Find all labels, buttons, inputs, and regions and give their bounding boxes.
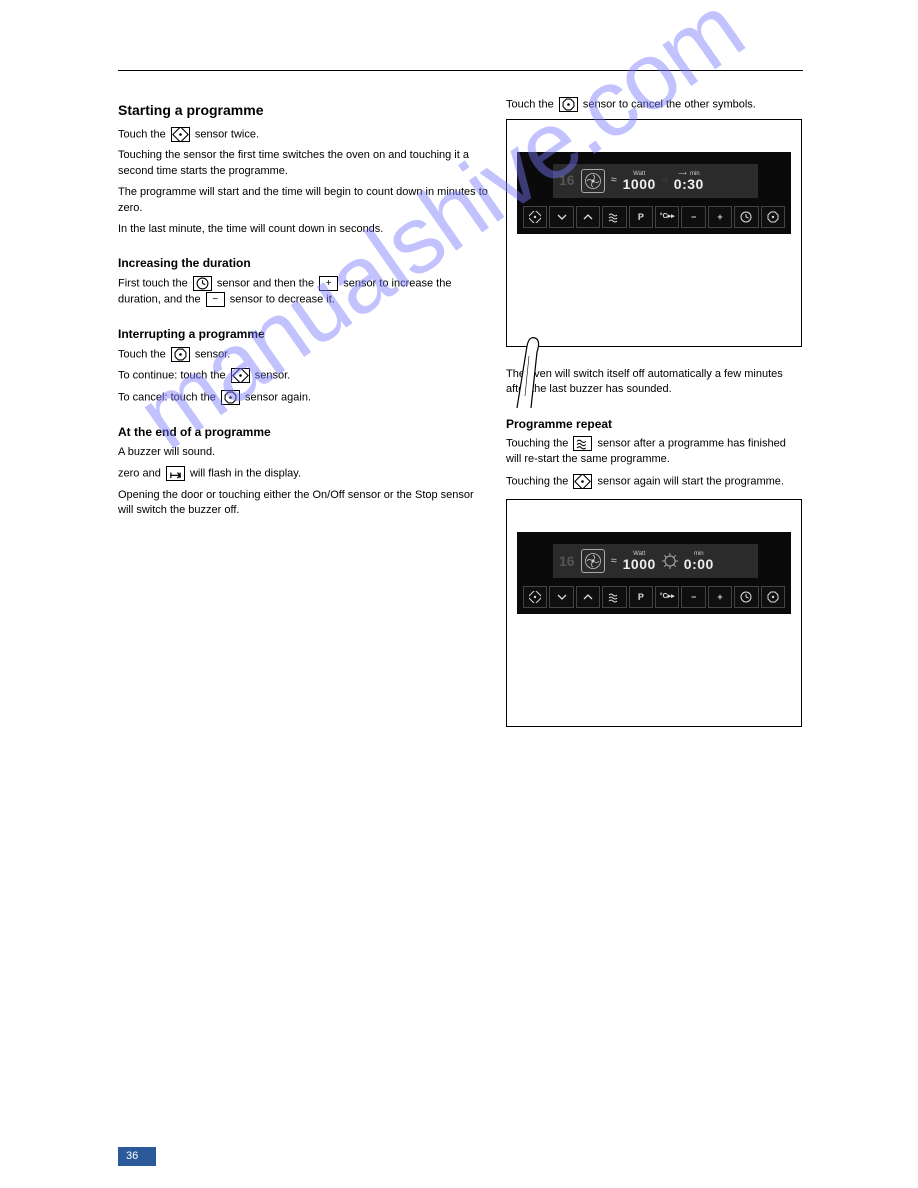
panel-plus-button[interactable]: + [708,586,732,608]
para: Touch the sensor to cancel the other sym… [506,97,804,113]
page-number: 36 [118,1147,156,1166]
panel-temp-button[interactable]: °C▸▸ [655,586,679,608]
para: Touch the sensor. [118,347,488,363]
plus-icon: + [319,276,338,291]
waves-icon [573,436,592,451]
lcd-faint: 16 [559,171,575,191]
duration-icon [166,466,185,481]
control-panel: 16 ≈ Watt 1000 HI ⟶ min 0:30 [517,152,791,234]
waves-icon: ≈ [611,173,617,188]
start-icon [231,368,250,383]
lcd-display: 16 ≈ Watt 1000 min 0:00 [553,544,758,578]
panel-temp-button[interactable]: °C▸▸ [655,206,679,228]
panel-clock-button[interactable] [734,206,758,228]
para: Touching the sensor again will start the… [506,474,804,490]
panel-stop-button[interactable] [761,586,785,608]
lcd-display: 16 ≈ Watt 1000 HI ⟶ min 0:30 [553,164,758,198]
panel-down-button[interactable] [549,206,573,228]
heading-end: At the end of a programme [118,424,488,441]
clock-icon [193,276,212,291]
button-row: P °C▸▸ − + [523,206,785,228]
panel-up-button[interactable] [576,206,600,228]
heading-increase-duration: Increasing the duration [118,255,488,272]
panel-plus-button[interactable]: + [708,206,732,228]
page-content: Starting a programme Touch the sensor tw… [118,70,803,71]
para: In the last minute, the time will count … [118,222,488,237]
stop-icon [559,97,578,112]
panel-clock-button[interactable] [734,586,758,608]
stop-icon [221,390,240,405]
control-panel: 16 ≈ Watt 1000 min 0:00 [517,532,791,614]
para: A buzzer will sound. [118,445,488,460]
panel-stop-button[interactable] [761,206,785,228]
gear-icon [662,553,678,569]
minus-icon: − [206,292,225,307]
figure-panel-2: 16 ≈ Watt 1000 min 0:00 [506,499,802,727]
para: Touching the sensor the first time switc… [118,148,488,179]
fan-icon [581,169,605,193]
lcd-faint: 16 [559,552,575,572]
lcd-mid: HI [662,177,668,185]
lcd-watt: Watt 1000 [623,551,656,571]
panel-start-button[interactable] [523,586,547,608]
para: To cancel: touch the sensor again. [118,390,488,406]
para: Opening the door or touching either the … [118,488,488,519]
finger-pointer-icon [509,326,559,408]
start-icon [171,127,190,142]
panel-waves-button[interactable] [602,206,626,228]
panel-p-button[interactable]: P [629,586,653,608]
lcd-min: ⟶ min 0:30 [674,171,704,191]
lcd-watt: Watt 1000 [623,171,656,191]
figure-panel-1: 16 ≈ Watt 1000 HI ⟶ min 0:30 [506,119,802,347]
para: To continue: touch the sensor. [118,368,488,384]
para: Touch the sensor twice. [118,127,488,143]
heading-repeat: Programme repeat [506,416,804,433]
right-column: Touch the sensor to cancel the other sym… [506,97,804,747]
button-row: P °C▸▸ − + [523,586,785,608]
panel-p-button[interactable]: P [629,206,653,228]
stop-icon [171,347,190,362]
panel-minus-button[interactable]: − [681,206,705,228]
heading-starting-programme: Starting a programme [118,101,488,121]
panel-waves-button[interactable] [602,586,626,608]
waves-icon: ≈ [611,554,617,569]
fan-icon [581,549,605,573]
panel-down-button[interactable] [549,586,573,608]
panel-minus-button[interactable]: − [681,586,705,608]
start-icon [573,474,592,489]
heading-interrupt: Interrupting a programme [118,326,488,343]
panel-up-button[interactable] [576,586,600,608]
lcd-min: min 0:00 [684,551,714,571]
para: First touch the sensor and then the + se… [118,276,488,308]
para: The programme will start and the time wi… [118,185,488,216]
para: Touching the sensor after a programme ha… [506,436,804,467]
panel-start-button[interactable] [523,206,547,228]
left-column: Starting a programme Touch the sensor tw… [118,101,488,525]
para: zero and will flash in the display. [118,466,488,482]
